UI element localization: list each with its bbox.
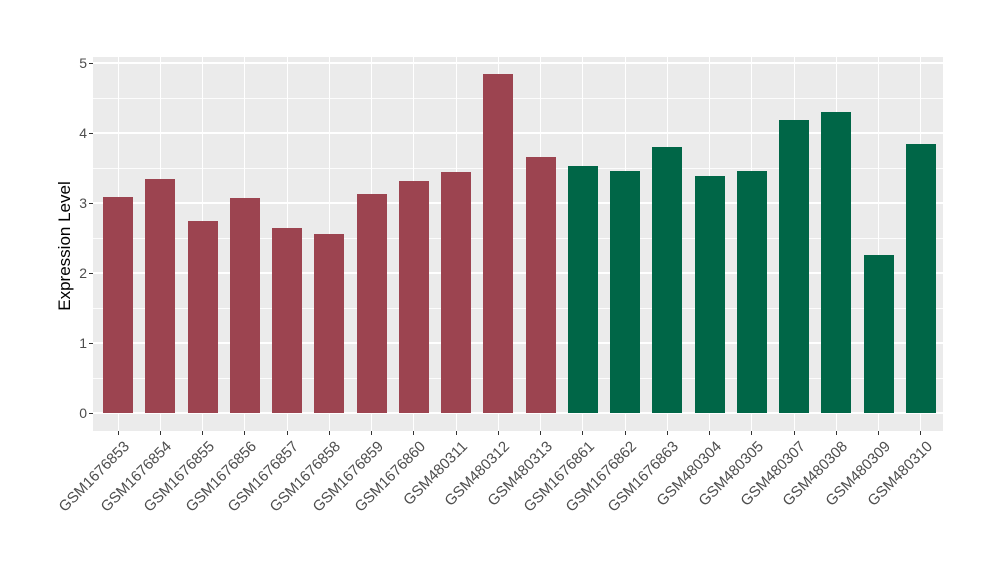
bar-GSM1676862 xyxy=(610,170,640,413)
y-tick xyxy=(89,132,93,134)
major-gridline xyxy=(93,272,943,274)
bar-GSM480313 xyxy=(525,156,556,413)
bar-GSM1676859 xyxy=(356,193,387,413)
x-tick xyxy=(666,431,668,435)
y-tick xyxy=(89,202,93,204)
bar-GSM1676860 xyxy=(398,181,429,413)
plot-panel xyxy=(93,57,943,431)
x-tick xyxy=(117,431,119,435)
x-tick xyxy=(286,431,288,435)
bar-GSM480310 xyxy=(905,144,936,413)
bar-GSM480309 xyxy=(863,254,894,413)
x-tick xyxy=(709,431,710,435)
y-tick xyxy=(89,272,93,274)
x-tick xyxy=(920,431,922,435)
x-tick xyxy=(497,431,499,435)
major-gridline xyxy=(93,62,943,64)
bar-GSM1676855 xyxy=(187,220,218,413)
x-tick xyxy=(835,431,837,435)
y-tick-label: 4 xyxy=(79,125,87,141)
minor-gridline xyxy=(93,377,943,379)
x-tick xyxy=(371,431,372,435)
y-tick-label: 1 xyxy=(79,335,87,351)
x-tick xyxy=(244,431,246,435)
x-tick xyxy=(540,431,541,435)
major-gridline xyxy=(93,342,943,344)
y-tick xyxy=(89,412,93,414)
bar-GSM480304 xyxy=(694,176,725,413)
y-tick xyxy=(89,62,93,64)
major-gridline xyxy=(93,412,943,414)
x-tick xyxy=(202,431,203,435)
bar-GSM1676857 xyxy=(272,228,302,413)
bar-GSM480305 xyxy=(736,170,767,413)
minor-gridline xyxy=(93,167,943,169)
bar-GSM480311 xyxy=(441,171,471,413)
bar-GSM480307 xyxy=(779,120,809,413)
bar-GSM1676861 xyxy=(567,165,598,413)
bar-GSM1676856 xyxy=(229,198,260,413)
major-gridline xyxy=(93,202,943,204)
x-tick xyxy=(624,431,626,435)
x-tick xyxy=(582,431,584,435)
major-gridline xyxy=(93,132,943,134)
minor-gridline xyxy=(93,307,943,309)
x-tick xyxy=(328,431,330,435)
bar-GSM1676854 xyxy=(145,179,176,413)
y-tick-label: 3 xyxy=(79,195,87,211)
bar-GSM480312 xyxy=(483,73,514,413)
bar-GSM1676858 xyxy=(314,233,345,413)
y-tick-label: 5 xyxy=(79,55,87,71)
x-tick xyxy=(159,431,161,435)
x-tick xyxy=(878,431,879,435)
x-tick xyxy=(455,431,457,435)
bar-GSM1676853 xyxy=(103,197,133,413)
bar-GSM480308 xyxy=(821,112,852,413)
x-tick xyxy=(751,431,753,435)
x-tick xyxy=(793,431,795,435)
bar-GSM1676863 xyxy=(652,147,683,413)
x-tick xyxy=(413,431,415,435)
y-tick-label: 2 xyxy=(79,265,87,281)
vertical-gridline xyxy=(878,57,879,431)
y-axis-title: Expression Level xyxy=(55,181,74,311)
minor-gridline xyxy=(93,237,943,239)
minor-gridline xyxy=(93,97,943,99)
y-tick-label: 0 xyxy=(79,405,87,421)
y-tick xyxy=(89,342,93,344)
